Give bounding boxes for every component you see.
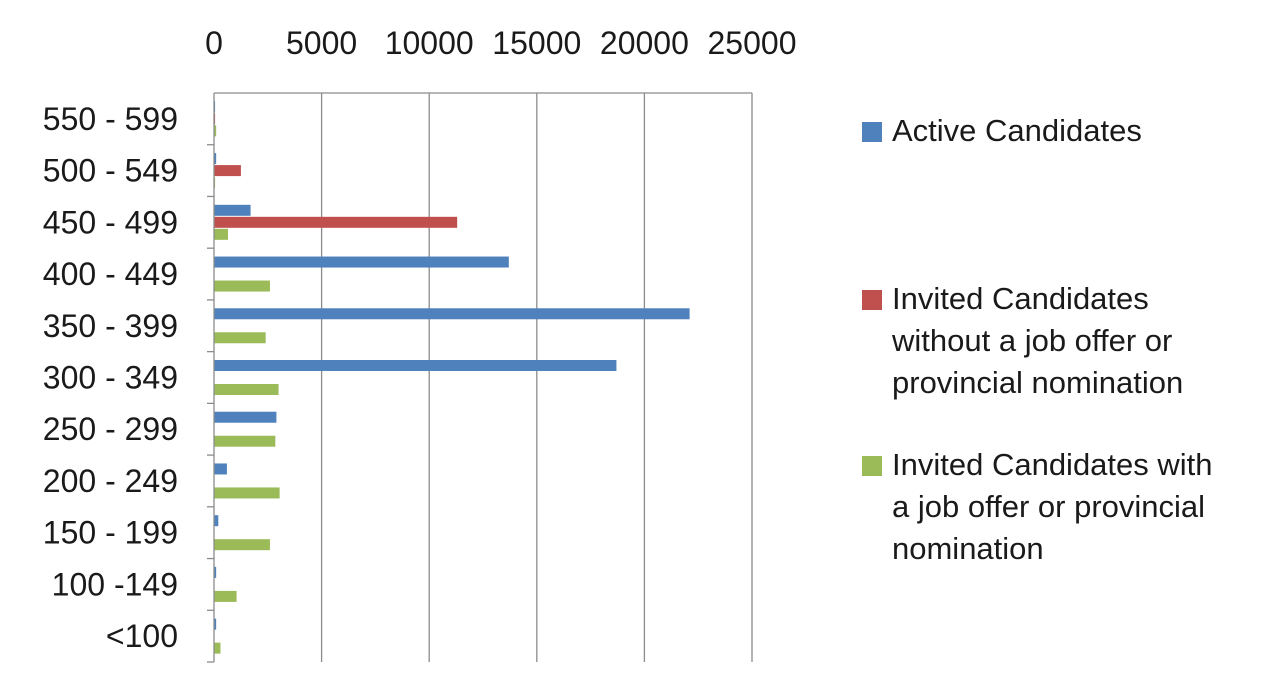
y-category-label: 350 - 399 xyxy=(43,308,178,344)
bar-invited-with-offer xyxy=(214,642,221,654)
bar-invited-with-offer xyxy=(214,280,270,292)
y-category-label: 400 - 449 xyxy=(43,256,178,292)
y-category-label: 250 - 299 xyxy=(43,411,178,447)
x-tick-label: 15000 xyxy=(492,25,581,61)
y-category-label: 300 - 349 xyxy=(43,360,178,396)
bar-active xyxy=(214,153,217,165)
y-category-label: <100 xyxy=(106,618,178,654)
bar-active xyxy=(214,566,217,578)
x-tick-label: 20000 xyxy=(600,25,689,61)
bar-active xyxy=(214,204,251,216)
bar-invited-with-offer xyxy=(214,435,276,447)
bar-active xyxy=(214,308,690,320)
y-category-label: 500 - 549 xyxy=(43,153,178,189)
bar-invited-with-offer xyxy=(214,590,237,602)
bar-active xyxy=(214,618,217,630)
legend-label-invited-without-offer: Invited Candidates without a job offer o… xyxy=(892,281,1184,400)
bar-invited-with-offer xyxy=(214,539,270,551)
x-tick-label: 5000 xyxy=(286,25,357,61)
bar-active xyxy=(214,463,227,475)
bar-active xyxy=(214,515,219,527)
y-category-label: 450 - 499 xyxy=(43,204,178,240)
x-tick-label: 10000 xyxy=(385,25,474,61)
bar-invited-without-offer xyxy=(214,216,458,228)
bar-invited-with-offer xyxy=(214,384,279,395)
x-tick-label: 25000 xyxy=(708,25,797,61)
legend-label-invited-with-offer: Invited Candidates with a job offer or p… xyxy=(892,447,1213,566)
legend-swatch-invited-with-offer xyxy=(862,456,882,476)
y-category-label: 200 - 249 xyxy=(43,463,178,499)
bar-active xyxy=(214,360,617,371)
y-category-label: 550 - 599 xyxy=(43,101,178,137)
y-category-label: 100 -149 xyxy=(52,566,178,602)
x-tick-label: 0 xyxy=(205,25,223,61)
legend-label-active: Active Candidates xyxy=(892,113,1142,148)
legend-item-active: Active Candidates xyxy=(862,110,1142,152)
bar-active xyxy=(214,411,277,423)
y-category-label: 150 - 199 xyxy=(43,515,178,551)
legend-item-invited-without-offer: Invited Candidates without a job offer o… xyxy=(862,278,1183,404)
bar-invited-without-offer xyxy=(214,165,241,177)
bar-invited-with-offer xyxy=(214,332,266,344)
bar-invited-with-offer xyxy=(214,487,280,499)
legend-item-invited-with-offer: Invited Candidates with a job offer or p… xyxy=(862,444,1213,570)
legend-swatch-active xyxy=(862,122,882,142)
legend-swatch-invited-without-offer xyxy=(862,290,882,310)
bar-active xyxy=(214,256,509,268)
bar-invited-with-offer xyxy=(214,228,228,240)
bar-invited-with-offer xyxy=(214,125,217,137)
